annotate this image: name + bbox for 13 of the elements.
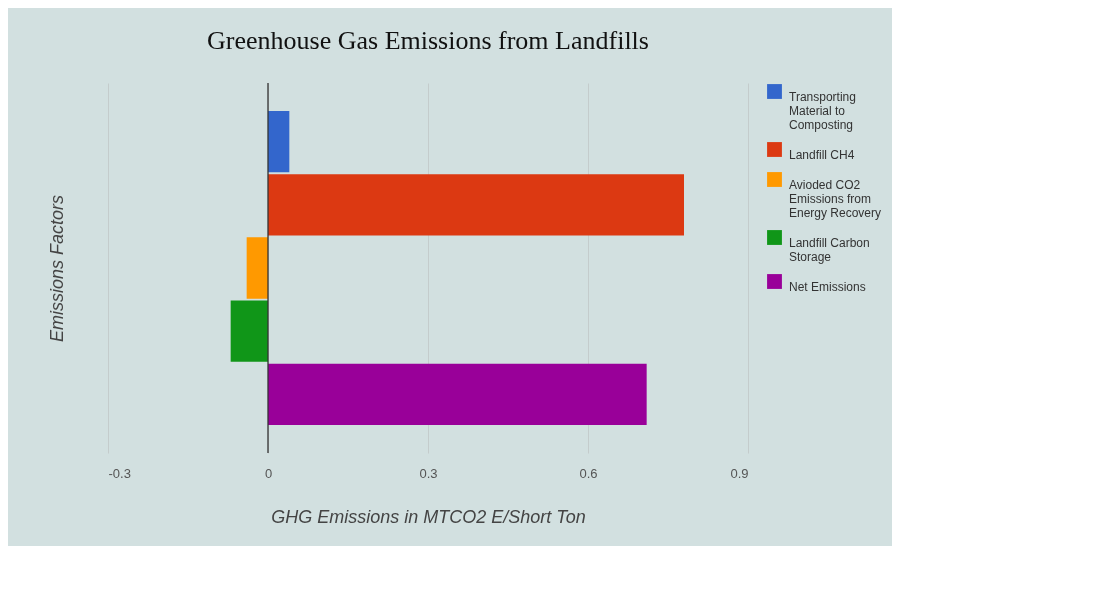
x-tick-label: 0.9	[730, 465, 749, 481]
x-tick-label: 0.3	[419, 465, 438, 481]
x-tick-label: 0.6	[579, 465, 598, 481]
legend-label: Net Emissions	[789, 279, 866, 294]
legend-label: Landfill CH4	[789, 147, 855, 162]
chart-title: Greenhouse Gas Emissions from Landfills	[207, 26, 649, 56]
legend-label: Avioded CO2 Emissions from Energy Recovery	[789, 177, 882, 220]
legend-label: Transporting Material to Composting	[789, 89, 856, 132]
x-axis-title: GHG Emissions in MTCO2 E/Short Ton	[271, 506, 586, 527]
y-axis-title: Emissions Factors	[46, 194, 67, 343]
x-tick-label: 0	[264, 465, 273, 481]
legend-label: Landfill Carbon Storage	[789, 235, 870, 264]
x-tick-label: -0.3	[108, 465, 131, 481]
